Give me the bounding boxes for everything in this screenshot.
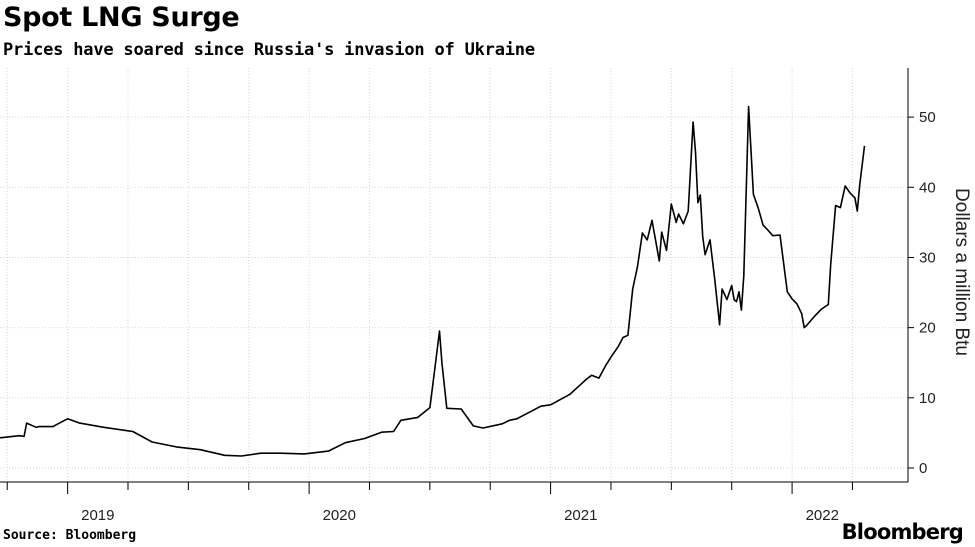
source-note: Source: Bloomberg (3, 528, 137, 543)
x-tick-label: 2019 (81, 507, 114, 524)
chart-title: Spot LNG Surge (3, 2, 240, 33)
x-tick-label: 2020 (323, 507, 356, 524)
bloomberg-logo: Bloomberg (841, 520, 964, 544)
chart-subtitle: Prices have soared since Russia's invasi… (3, 40, 535, 60)
y-tick-label: 40 (919, 179, 936, 196)
y-tick-label: 20 (919, 320, 936, 337)
x-tick-label: 2021 (564, 507, 597, 524)
y-tick-label: 50 (919, 109, 936, 126)
series-line-0 (0, 105, 866, 457)
series-layer (0, 105, 866, 457)
y-tick-label: 0 (919, 460, 927, 477)
y-axis-label: Dollars a million Btu (951, 188, 972, 356)
axis-layer: 0 10 20 30 40 50 2019 2020 2021 2022 (0, 68, 936, 524)
y-tick-label: 30 (919, 249, 936, 266)
y-tick-label: 10 (919, 390, 936, 407)
grid-layer (0, 68, 908, 482)
x-tick-label: 2022 (806, 507, 839, 524)
